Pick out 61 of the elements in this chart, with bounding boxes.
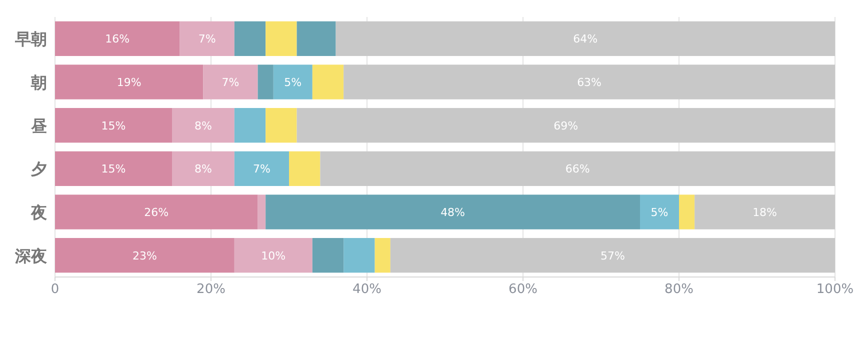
bar — [289, 151, 320, 186]
bar — [296, 21, 336, 56]
bar — [344, 64, 835, 100]
x-tick-label: 100% — [816, 282, 854, 297]
data-label: 10% — [261, 249, 286, 262]
bar — [390, 238, 835, 273]
bar — [336, 21, 835, 56]
bar — [266, 21, 297, 56]
bar — [234, 108, 266, 143]
bar — [296, 108, 835, 143]
bar — [344, 238, 375, 273]
data-label: 5% — [650, 206, 668, 219]
x-tick-label: 60% — [508, 282, 538, 297]
bar — [55, 21, 180, 56]
data-label: 7% — [198, 32, 216, 46]
data-label: 7% — [222, 76, 240, 89]
data-label: 48% — [440, 206, 466, 219]
y-tick-label: 早朝 — [14, 30, 47, 49]
data-label: 5% — [284, 76, 302, 89]
bar — [374, 238, 390, 273]
y-tick-label: 夕 — [30, 160, 47, 179]
bar — [55, 108, 172, 143]
bar — [266, 108, 297, 143]
bar — [55, 64, 204, 100]
data-label: 26% — [144, 206, 169, 219]
data-label: 7% — [252, 162, 270, 176]
data-label: 8% — [194, 162, 212, 176]
data-label: 19% — [116, 76, 142, 89]
bar — [266, 194, 640, 230]
bar — [312, 64, 344, 100]
x-tick-label: 0 — [50, 282, 60, 297]
bar — [55, 238, 234, 273]
data-label: 23% — [132, 249, 157, 262]
bar — [172, 108, 234, 143]
bar — [203, 64, 258, 100]
data-label: 15% — [101, 162, 126, 176]
bar — [55, 151, 172, 186]
bar — [640, 194, 679, 230]
bar — [679, 194, 695, 230]
bar — [273, 64, 312, 100]
data-label: 16% — [105, 32, 130, 46]
y-tick-label: 夜 — [30, 203, 48, 222]
bar — [312, 238, 344, 273]
x-tick-label: 20% — [196, 282, 226, 297]
y-tick-label: 深夜 — [14, 246, 48, 266]
y-tick-label: 朝 — [30, 73, 47, 92]
bar — [320, 151, 835, 186]
bar — [234, 151, 289, 186]
bar — [234, 238, 312, 273]
data-label: 15% — [101, 119, 126, 132]
bar — [55, 194, 258, 230]
bar — [234, 21, 266, 56]
bar — [258, 194, 266, 230]
y-tick-label: 昼 — [30, 116, 47, 136]
bar — [180, 21, 234, 56]
bar — [258, 64, 274, 100]
x-tick-label: 40% — [352, 282, 382, 297]
x-tick-label: 80% — [664, 282, 694, 297]
data-label: 8% — [194, 119, 212, 132]
bar — [172, 151, 234, 186]
bar — [694, 194, 835, 230]
